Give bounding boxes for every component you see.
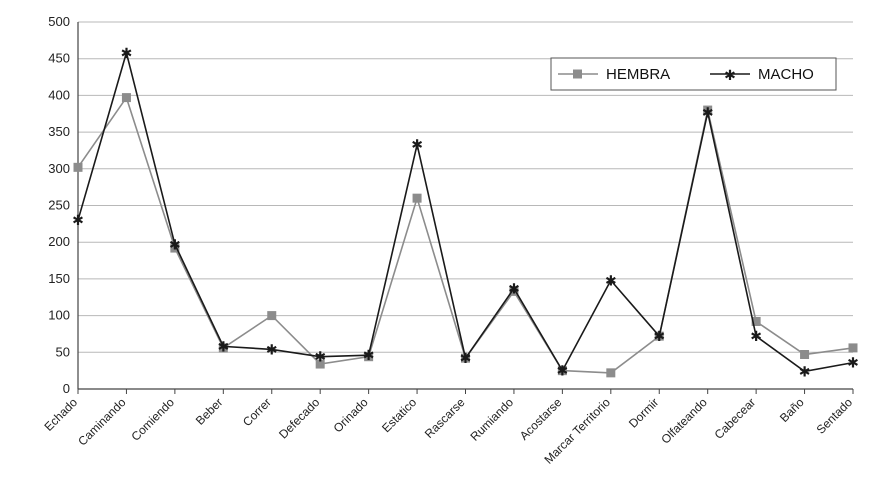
y-axis-tick-labels: 0 50 100 150 200 250 300 350 400 450 500 xyxy=(48,14,70,396)
data-point: ✱ xyxy=(605,272,617,288)
y-tick-label: 100 xyxy=(48,308,70,323)
x-tick-label: Sentado xyxy=(814,395,856,437)
x-tick-label: Baño xyxy=(777,395,807,425)
data-point xyxy=(848,343,858,353)
data-point: ✱ xyxy=(411,137,423,153)
y-tick-label: 250 xyxy=(48,198,70,213)
legend-label-macho: MACHO xyxy=(758,66,814,83)
y-tick-label: 450 xyxy=(48,51,70,66)
data-point xyxy=(315,359,325,369)
data-point xyxy=(800,350,810,360)
x-tick-label: Cabecear xyxy=(712,395,759,442)
data-point: ✱ xyxy=(314,349,326,365)
data-point: ✱ xyxy=(799,363,811,379)
legend-box xyxy=(550,57,837,91)
data-point xyxy=(606,368,616,378)
series-line-macho xyxy=(77,49,854,373)
y-tick-label: 350 xyxy=(48,124,70,139)
x-tick-label: Dormir xyxy=(626,395,661,430)
data-point: ✱ xyxy=(557,363,569,379)
x-tick-label: Estatico xyxy=(379,395,419,435)
data-point xyxy=(73,162,83,172)
data-point: ✱ xyxy=(460,350,472,366)
x-tick-label: Comiendo xyxy=(128,395,177,444)
data-point: ✱ xyxy=(169,236,181,252)
data-point xyxy=(412,193,422,203)
x-tick-label: Beber xyxy=(193,395,226,428)
x-tick-label: Correr xyxy=(240,395,274,429)
y-tick-label: 300 xyxy=(48,161,70,176)
series-hembra xyxy=(73,93,858,378)
legend: HEMBRA ✱ MACHO xyxy=(550,57,837,91)
data-point: ✱ xyxy=(702,104,714,120)
data-point: ✱ xyxy=(653,328,665,344)
data-point: ✱ xyxy=(266,341,278,357)
x-tick-label: Olfateando xyxy=(658,395,710,447)
data-point: ✱ xyxy=(121,45,133,61)
data-point: ✱ xyxy=(750,328,762,344)
y-tick-label: 0 xyxy=(63,381,70,396)
y-tick-label: 150 xyxy=(48,271,70,286)
data-point xyxy=(267,311,277,321)
data-point: ✱ xyxy=(508,280,520,296)
legend-label-hembra: HEMBRA xyxy=(606,66,670,83)
data-point xyxy=(751,316,761,326)
data-point: ✱ xyxy=(217,338,229,354)
x-tick-label: Acostarse xyxy=(517,395,565,443)
data-point: ✱ xyxy=(72,212,84,228)
x-tick-label: Rumiando xyxy=(467,395,516,444)
legend-marker-macho: ✱ xyxy=(724,67,736,83)
series-macho: ✱ ✱ ✱ ✱ ✱ ✱ ✱ ✱ ✱ ✱ ✱ ✱ ✱ ✱ ✱ ✱ ✱ xyxy=(72,45,859,380)
data-point xyxy=(121,93,131,103)
y-tick-label: 500 xyxy=(48,14,70,29)
data-point xyxy=(218,343,228,353)
x-tick-label: Echado xyxy=(41,395,80,434)
data-point xyxy=(703,105,713,115)
x-tick-label: Defecado xyxy=(276,395,322,441)
y-tick-label: 400 xyxy=(48,87,70,102)
y-tick-label: 200 xyxy=(48,234,70,249)
data-point: ✱ xyxy=(363,347,375,363)
y-tick-label: 50 xyxy=(56,344,70,359)
data-point xyxy=(170,243,180,253)
data-point xyxy=(509,286,519,296)
data-point: ✱ xyxy=(847,355,859,371)
legend-marker-hembra xyxy=(573,69,582,79)
series-layer: ✱ ✱ ✱ ✱ ✱ ✱ ✱ ✱ ✱ ✱ ✱ ✱ ✱ ✱ ✱ ✱ ✱ xyxy=(72,45,859,380)
x-tick-label: Caminando xyxy=(75,395,129,449)
data-point xyxy=(364,352,374,362)
x-tick-label: Orinado xyxy=(331,395,371,435)
x-tick-label: Rascarse xyxy=(422,395,468,441)
series-line-hembra xyxy=(77,95,854,374)
